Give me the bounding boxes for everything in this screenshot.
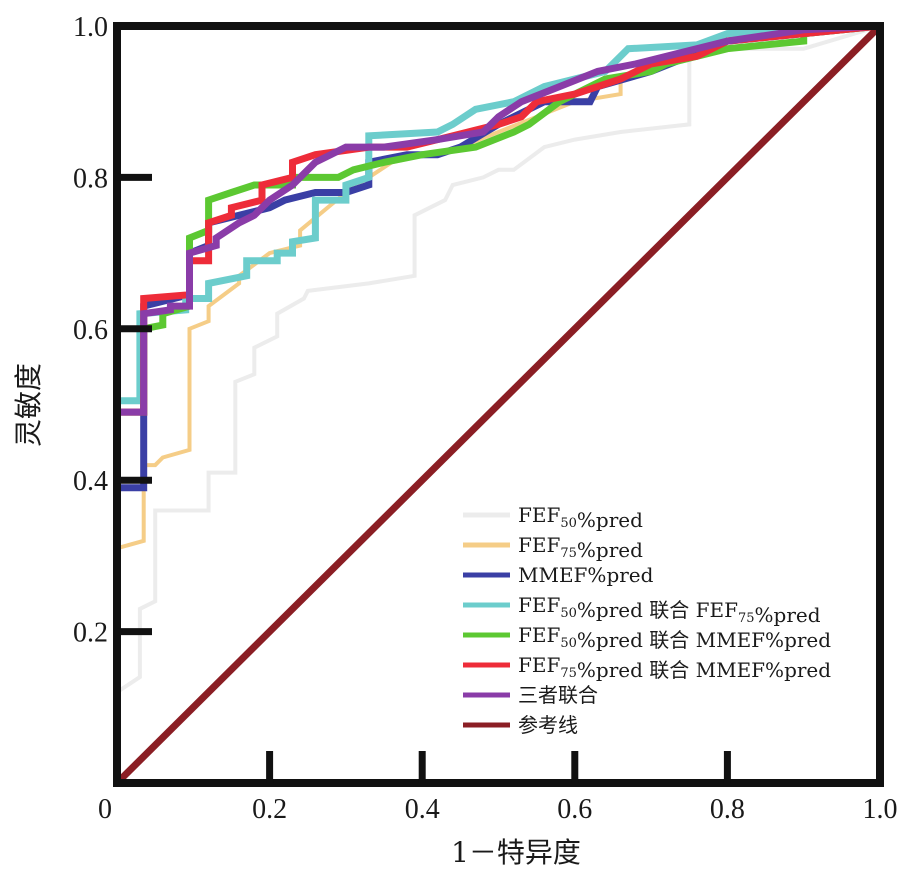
series-line-5: [113, 22, 881, 783]
y-tick-label: 0.8: [73, 163, 108, 194]
legend-item: FEF75%pred 联合 MMEF%pred: [463, 653, 831, 682]
x-tick-label: 0.8: [710, 794, 745, 825]
axes-layer: [113, 22, 884, 787]
legend-item: 三者联合: [463, 683, 598, 707]
series-line-1: [115, 24, 881, 783]
legend-label: FEF75%pred 联合 MMEF%pred: [518, 653, 831, 682]
plot-frame: [113, 22, 884, 787]
y-tick-label: 0.4: [73, 466, 108, 497]
y-tick-label: 0.2: [73, 618, 108, 649]
x-tick-label: 0.4: [405, 794, 440, 825]
y-axis-title: 灵敏度: [12, 363, 45, 447]
legend-item: 参考线: [463, 713, 578, 737]
x-axis-title: 1－特异度: [451, 836, 581, 869]
legend-item: FEF50%pred 联合 MMEF%pred: [463, 623, 831, 652]
legend-label: FEF75%pred: [518, 533, 643, 562]
series-line-7: [113, 22, 881, 783]
series-layer: [113, 22, 883, 786]
legend-label: MMEF%pred: [518, 563, 654, 587]
legend-item: FEF50%pred: [463, 503, 643, 532]
legend-label: FEF50%pred: [518, 503, 643, 532]
tick-labels: 0 0.2 0.4 0.6 0.8 1.0 0.2 0.4 0.6 0.8 1.0: [73, 12, 898, 825]
x-tick-label: 0.2: [252, 794, 287, 825]
series-line-8: [114, 23, 883, 786]
legend-label: FEF50%pred 联合 FEF75%pred: [518, 593, 821, 627]
x-tick-label: 0: [98, 794, 112, 825]
legend-label: FEF50%pred 联合 MMEF%pred: [518, 623, 831, 652]
legend-item: MMEF%pred: [463, 563, 654, 587]
legend-label: 三者联合: [518, 683, 598, 707]
x-tick-label: 0.6: [557, 794, 592, 825]
x-tick-label: 1.0: [863, 794, 898, 825]
legend-item: FEF50%pred 联合 FEF75%pred: [463, 593, 821, 627]
legend-item: FEF75%pred: [463, 533, 643, 562]
y-tick-label: 0.6: [73, 315, 108, 346]
y-tick-label: 1.0: [73, 12, 108, 43]
legend-label: 参考线: [518, 713, 578, 737]
